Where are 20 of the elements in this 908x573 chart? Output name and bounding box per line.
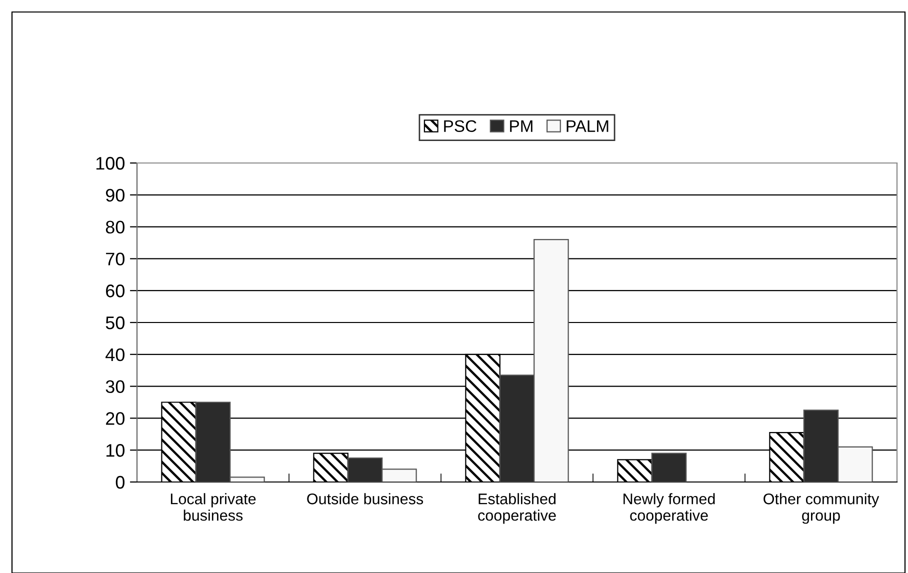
y-tick-label: 60: [106, 284, 124, 298]
bar: [651, 452, 687, 482]
x-tick-label: Local private business: [170, 493, 256, 521]
y-tick-label: 70: [106, 252, 124, 266]
y-tick-label: 40: [106, 348, 124, 362]
y-tick-label: 10: [106, 444, 124, 457]
x-tick-label: Established cooperative: [478, 493, 556, 524]
y-tick-label: 0: [116, 476, 124, 489]
x-tick-label: Newly formed cooperative: [624, 493, 715, 524]
y-tick-label: 30: [106, 380, 124, 394]
legend-label: PM: [510, 120, 532, 132]
x-tick-label: Other community group: [764, 493, 880, 524]
y-tick-label: 20: [106, 412, 124, 425]
y-tick-label: 80: [106, 220, 124, 234]
legend-label: PALM: [566, 120, 608, 132]
x-tick-label: Outside business: [307, 493, 424, 504]
y-tick-label: 50: [106, 316, 124, 330]
y-tick-label: 100: [96, 156, 124, 170]
y-tick-label: 90: [106, 188, 124, 202]
legend-label: PSC: [444, 120, 476, 132]
